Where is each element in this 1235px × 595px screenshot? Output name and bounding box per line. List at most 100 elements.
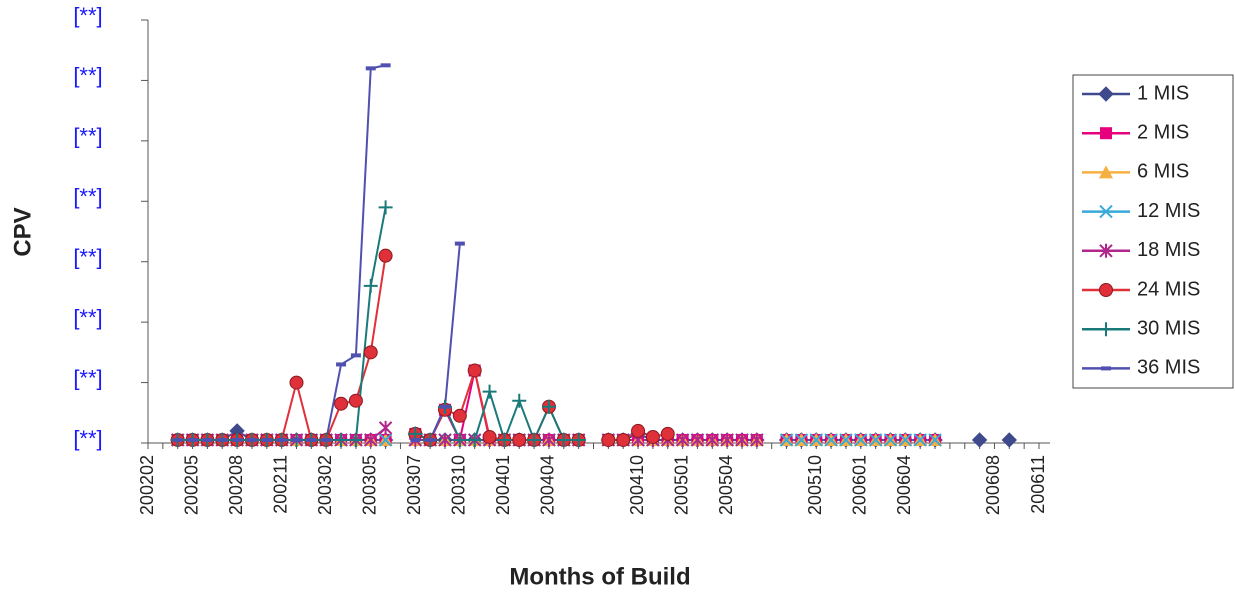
data-point bbox=[913, 433, 927, 447]
data-point bbox=[482, 429, 497, 444]
x-tick-label: 200305 bbox=[360, 455, 380, 515]
data-point bbox=[438, 432, 452, 447]
data-point bbox=[750, 432, 764, 447]
data-point bbox=[348, 432, 363, 447]
x-tick-label: 200501 bbox=[671, 455, 691, 515]
y-tick-label: [**] bbox=[73, 245, 102, 270]
data-point bbox=[779, 433, 794, 447]
data-point bbox=[289, 375, 304, 390]
x-tick-label: 200401 bbox=[493, 455, 513, 515]
data-point bbox=[601, 432, 616, 447]
x-axis-label: Months of Build bbox=[509, 563, 690, 590]
y-tick-label: [**] bbox=[73, 426, 102, 451]
legend-marker bbox=[1099, 165, 1113, 179]
data-point bbox=[631, 423, 646, 438]
data-point bbox=[616, 432, 631, 447]
legend-marker bbox=[1099, 243, 1113, 258]
x-tick-label: 200601 bbox=[850, 455, 870, 515]
data-point bbox=[440, 404, 450, 409]
data-point bbox=[541, 399, 556, 414]
data-point bbox=[380, 63, 391, 68]
data-point bbox=[202, 437, 213, 442]
data-point bbox=[172, 437, 183, 442]
x-tick-label: 200611 bbox=[1028, 455, 1048, 514]
data-point bbox=[217, 437, 228, 442]
legend-label: 24 MIS bbox=[1137, 278, 1200, 300]
data-point bbox=[928, 433, 942, 447]
y-tick-label: [**] bbox=[73, 124, 102, 149]
x-tick-label: 200208 bbox=[226, 455, 246, 515]
data-point bbox=[839, 433, 853, 447]
legend-marker bbox=[1099, 283, 1113, 297]
data-point bbox=[348, 393, 363, 408]
data-point bbox=[824, 433, 838, 447]
data-point bbox=[246, 437, 257, 442]
legend-marker bbox=[1101, 366, 1111, 371]
x-tick-label: 200205 bbox=[181, 455, 201, 515]
legend-label: 36 MIS bbox=[1137, 357, 1200, 379]
data-point bbox=[645, 429, 660, 444]
data-point bbox=[497, 432, 512, 447]
y-axis-label: CPV bbox=[9, 207, 36, 256]
data-point bbox=[571, 432, 586, 447]
data-point bbox=[467, 363, 482, 378]
data-point bbox=[365, 66, 376, 71]
data-point bbox=[705, 432, 720, 447]
data-point bbox=[410, 437, 421, 442]
legend-label: 2 MIS bbox=[1137, 121, 1189, 143]
x-tick-label: 200404 bbox=[538, 455, 558, 515]
data-point bbox=[720, 432, 734, 447]
data-point bbox=[512, 432, 527, 447]
data-point bbox=[291, 437, 302, 442]
legend-marker bbox=[1098, 86, 1114, 102]
data-point bbox=[454, 241, 465, 246]
data-point bbox=[378, 433, 393, 447]
data-point bbox=[336, 362, 347, 367]
legend-marker bbox=[1099, 322, 1113, 337]
x-tick-label: 200211 bbox=[270, 455, 290, 514]
x-tick-label: 200310 bbox=[449, 455, 469, 515]
x-tick-label: 200504 bbox=[716, 455, 736, 515]
legend-marker bbox=[1100, 127, 1112, 140]
data-point bbox=[334, 432, 349, 447]
data-point bbox=[971, 432, 988, 448]
data-point bbox=[276, 437, 287, 442]
series-line bbox=[177, 255, 668, 442]
data-point bbox=[556, 432, 571, 447]
x-tick-label: 200608 bbox=[983, 455, 1003, 515]
legend-label: 18 MIS bbox=[1137, 239, 1200, 261]
data-point bbox=[378, 200, 393, 215]
legend-label: 30 MIS bbox=[1137, 317, 1200, 339]
data-point bbox=[378, 420, 393, 435]
x-tick-label: 200604 bbox=[894, 455, 914, 515]
data-point bbox=[363, 345, 378, 360]
data-point bbox=[452, 408, 467, 423]
data-point bbox=[883, 433, 898, 447]
data-point bbox=[854, 433, 868, 447]
y-tick-label: [**] bbox=[73, 305, 102, 330]
data-point bbox=[512, 393, 527, 408]
legend-label: 12 MIS bbox=[1137, 200, 1200, 222]
data-point bbox=[898, 433, 913, 447]
data-point bbox=[809, 433, 823, 447]
y-tick-label: [**] bbox=[73, 3, 102, 28]
data-point bbox=[660, 426, 675, 441]
data-point bbox=[467, 432, 482, 447]
data-point bbox=[690, 432, 705, 447]
x-tick-label: 200307 bbox=[404, 455, 424, 515]
data-point bbox=[232, 437, 243, 442]
x-tick-label: 200302 bbox=[315, 455, 335, 515]
data-point bbox=[675, 432, 690, 447]
series-line bbox=[177, 64, 461, 441]
data-point bbox=[1001, 432, 1018, 448]
y-tick-label: [**] bbox=[73, 63, 102, 88]
y-tick-label: [**] bbox=[73, 184, 102, 209]
legend-marker bbox=[1099, 204, 1113, 219]
data-point bbox=[321, 437, 332, 442]
data-point bbox=[794, 433, 809, 447]
data-point bbox=[350, 353, 361, 358]
data-point bbox=[868, 433, 883, 447]
data-point bbox=[363, 278, 378, 293]
legend-box bbox=[1072, 74, 1234, 389]
x-tick-label: 200510 bbox=[805, 455, 825, 515]
